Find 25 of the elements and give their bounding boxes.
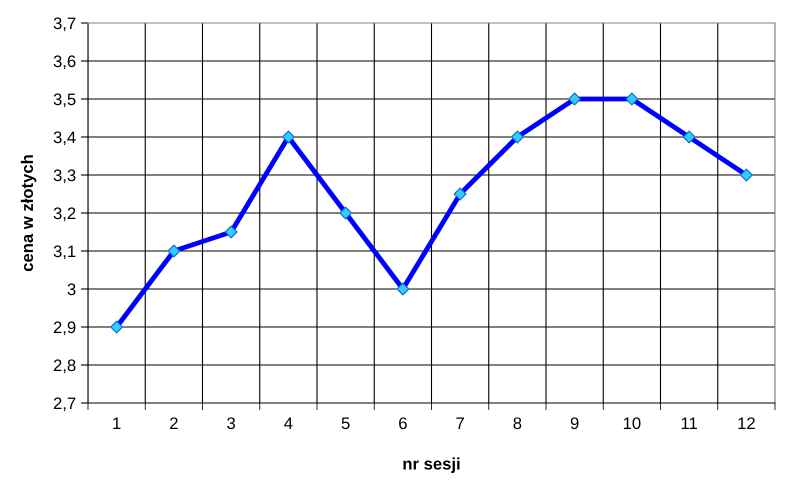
x-tick-label: 3 — [227, 417, 236, 430]
x-tick-label: 1 — [113, 418, 120, 429]
x-tick-label: 7 — [456, 418, 464, 429]
x-tick-label: 5 — [342, 418, 350, 430]
y-axis-title: cena w złotych — [20, 155, 36, 272]
x-tick-label: 2 — [170, 417, 178, 429]
x-tick-label: 10 — [624, 417, 640, 430]
x-tick-label: 12 — [738, 417, 755, 429]
y-tick-label: 3,2 — [54, 207, 76, 222]
x-tick-label: 9 — [570, 417, 578, 430]
y-tick-label: 2,9 — [54, 321, 76, 336]
y-tick-label: 3,7 — [54, 17, 76, 32]
y-tick-label: 3 — [68, 283, 76, 296]
y-tick-label: 2,8 — [54, 359, 76, 374]
x-tick-label: 11 — [682, 418, 697, 429]
y-tick-label: 3,1 — [54, 245, 76, 260]
y-tick-label: 2,7 — [54, 397, 76, 412]
x-tick-label: 6 — [399, 417, 407, 430]
x-tick-label: 8 — [513, 417, 522, 430]
y-tick-label: 3,3 — [54, 169, 76, 184]
x-tick-label: 4 — [284, 418, 293, 429]
y-tick-label: 3,6 — [54, 55, 76, 70]
y-tick-label: 3,4 — [54, 131, 76, 146]
y-tick-label: 3,5 — [54, 93, 76, 108]
x-axis-title: nr sesji — [403, 457, 460, 473]
